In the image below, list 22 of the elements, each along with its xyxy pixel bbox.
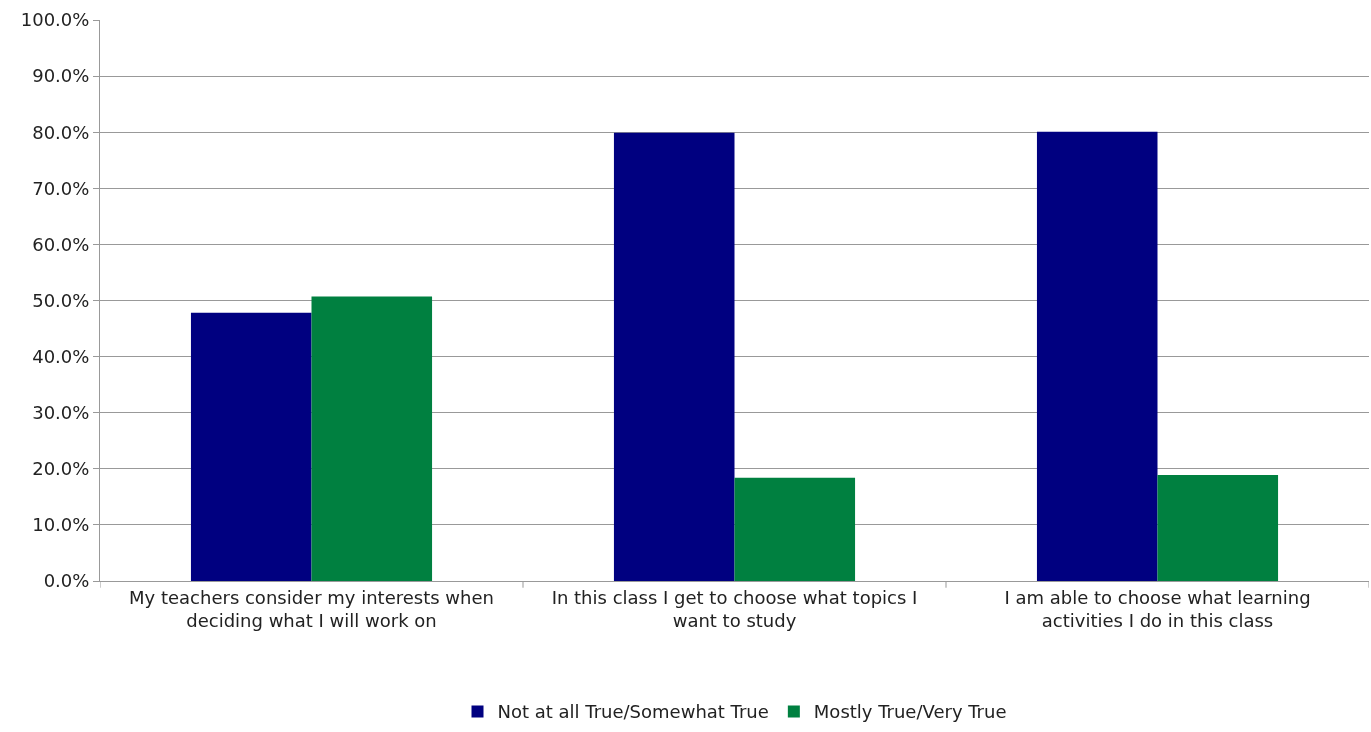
y-tick-label: 40.0% <box>32 345 90 367</box>
bar <box>613 132 735 581</box>
y-tick-label: 10.0% <box>32 514 90 536</box>
legend-label: Not at all True/Somewhat True <box>497 701 769 723</box>
bar <box>1157 474 1279 581</box>
y-tick-label: 80.0% <box>32 121 90 143</box>
y-tick-label: 100.0% <box>20 9 90 31</box>
y-tick-label: 60.0% <box>32 233 90 255</box>
y-tick-label: 0.0% <box>43 570 90 592</box>
y-tick-label: 50.0% <box>32 289 90 311</box>
bar <box>190 312 312 581</box>
y-tick-label: 30.0% <box>32 402 90 423</box>
x-tick-label: In this class I get to choose what topics I want to study <box>551 586 918 631</box>
y-tick-label: 90.0% <box>32 65 90 87</box>
bar <box>734 477 856 581</box>
x-tick-label: I am able to choose what learning activities I do in this class <box>1004 586 1311 631</box>
bar <box>311 296 433 581</box>
x-tick-label: My teachers consider my interests when deciding what I will work on <box>129 586 494 631</box>
legend-label: Mostly True/Very True <box>813 701 1007 723</box>
y-tick-label: 20.0% <box>32 458 90 480</box>
y-tick-label: 70.0% <box>32 177 90 199</box>
bar <box>1036 131 1158 581</box>
